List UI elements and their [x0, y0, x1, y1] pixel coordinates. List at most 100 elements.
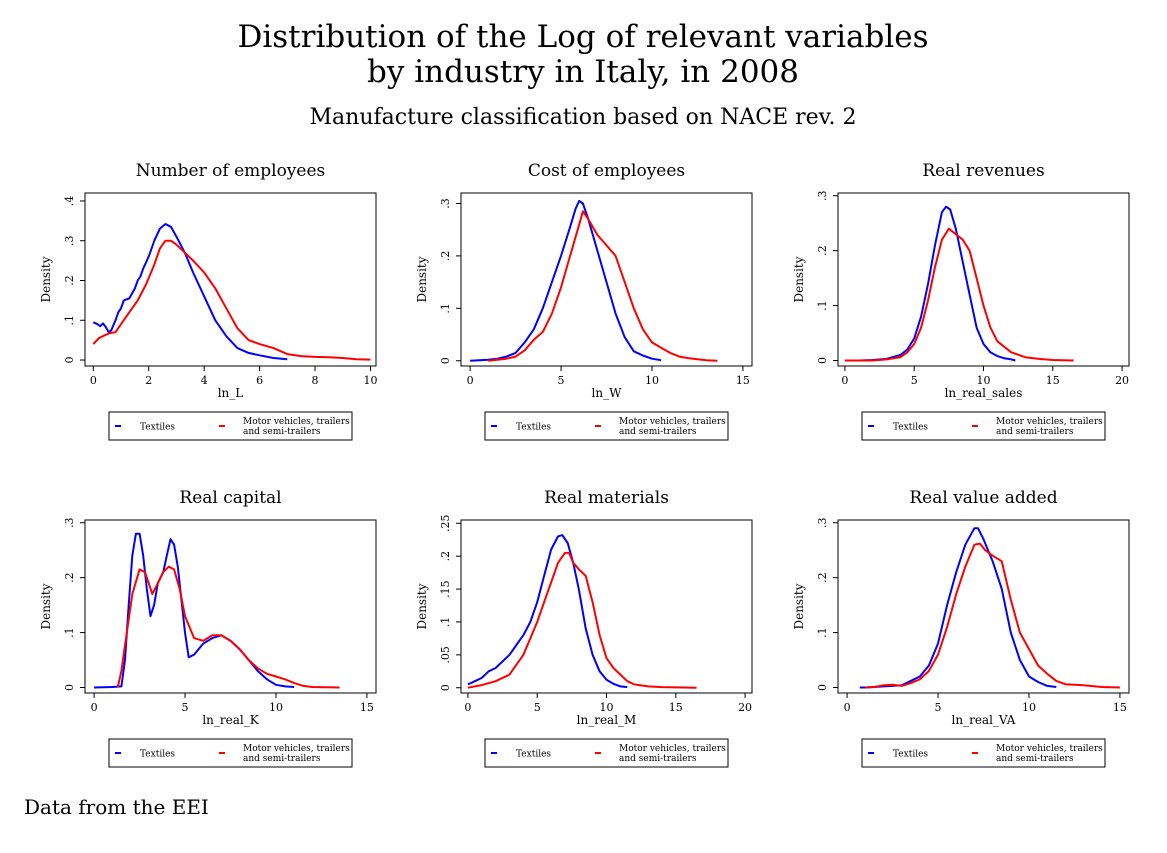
plot-frame	[837, 519, 1130, 694]
y-axis-label: Density	[39, 256, 53, 302]
legend-label-textiles: Textiles	[516, 750, 551, 760]
y-tick-label: .15	[439, 580, 452, 598]
y-tick-label: .1	[816, 300, 829, 311]
x-tick-label: 5	[534, 701, 541, 714]
x-axis-label: ln_real_sales	[945, 386, 1023, 400]
x-axis-label: ln_real_VA	[952, 713, 1016, 727]
series-line-motor-vehicles	[865, 542, 1120, 689]
legend-label-motor-line2: and semi-trailers	[243, 427, 321, 437]
y-tick-label: .25	[439, 515, 452, 533]
legend-label-motor-line1: Motor vehicles, trailers	[619, 417, 726, 427]
y-tick-label: .1	[439, 303, 452, 314]
x-tick-label: 0	[841, 374, 848, 387]
y-tick-label: .05	[439, 646, 452, 664]
x-tick-label: 15	[736, 374, 750, 387]
figure-title-line2: by industry in Italy, in 2008	[367, 54, 799, 90]
x-tick-label: 5	[911, 374, 918, 387]
series-line-motor-vehicles	[844, 227, 1074, 362]
series-line-textiles	[94, 532, 295, 689]
x-tick-label: 10	[977, 374, 991, 387]
x-tick-label: 15	[1046, 374, 1060, 387]
y-tick-label: .2	[63, 572, 76, 583]
x-tick-label: 15	[1113, 701, 1127, 714]
x-tick-label: 0	[467, 374, 474, 387]
chart-panel-4: Real capital 0 5 10 15 ln_real_K 0 .1 .2 .3 Densit…	[39, 488, 377, 768]
chart-title: Real value added	[909, 488, 1057, 508]
chart-panel-2: Cost of employees 0 5 10 15 ln_W 0 .1 .2 .3 Densit…	[415, 161, 753, 441]
y-tick-label: .3	[439, 198, 452, 209]
chart-panel-1: Number of employees 0 2 4 6 8 10 ln_L 0 .1 .2 .3 .4 D…	[39, 161, 377, 441]
x-tick-label: 6	[256, 374, 263, 387]
y-tick-label: .2	[816, 245, 829, 256]
series-line-motor-vehicles	[116, 565, 340, 689]
y-axis-label: Density	[39, 583, 53, 629]
chart-title: Cost of employees	[528, 161, 685, 181]
y-tick-label: 0	[439, 357, 452, 364]
y-tick-label: 0	[63, 684, 76, 691]
chart-title: Number of employees	[136, 161, 326, 181]
series-line-motor-vehicles	[467, 551, 697, 689]
series-line-textiles	[92, 223, 288, 361]
chart-title: Real capital	[179, 488, 281, 508]
x-tick-label: 4	[201, 374, 208, 387]
x-tick-label: 10	[1022, 701, 1036, 714]
y-tick-label: .1	[816, 627, 829, 638]
legend-label-textiles: Textiles	[893, 750, 928, 760]
series-line-textiles	[859, 527, 1057, 689]
x-tick-label: 10	[600, 701, 614, 714]
legend-label-textiles: Textiles	[140, 750, 175, 760]
plot-frame	[460, 519, 753, 694]
y-tick-label: .3	[63, 517, 76, 528]
plot-frame	[84, 192, 377, 367]
y-tick-label: 0	[816, 684, 829, 691]
legend-label-motor-line1: Motor vehicles, trailers	[996, 744, 1103, 754]
y-tick-label: .4	[63, 196, 76, 207]
x-tick-label: 2	[145, 374, 152, 387]
x-tick-label: 15	[669, 701, 683, 714]
legend-label-textiles: Textiles	[893, 423, 928, 433]
legend-label-motor-line2: and semi-trailers	[619, 427, 697, 437]
x-tick-label: 0	[844, 701, 851, 714]
legend-box	[861, 738, 1106, 768]
y-axis-label: Density	[415, 256, 429, 302]
figure-title-line1: Distribution of the Log of relevant vari…	[237, 19, 928, 55]
plot-frame	[837, 192, 1130, 367]
x-axis-label: ln_L	[218, 386, 244, 400]
x-tick-label: 5	[182, 701, 189, 714]
plot-frame	[84, 519, 377, 694]
y-tick-label: .3	[816, 190, 829, 201]
figure-subtitle: Manufacture classification based on NACE…	[310, 105, 857, 130]
x-axis-label: ln_real_M	[577, 713, 637, 727]
legend-label-motor-line2: and semi-trailers	[996, 754, 1074, 764]
x-tick-label: 0	[90, 374, 97, 387]
legend-box	[108, 411, 353, 441]
x-axis-label: ln_W	[592, 386, 623, 400]
legend-label-motor-line2: and semi-trailers	[243, 754, 321, 764]
x-tick-label: 15	[360, 701, 374, 714]
legend-label-motor-line1: Motor vehicles, trailers	[996, 417, 1103, 427]
x-tick-label: 8	[312, 374, 319, 387]
legend-label-textiles: Textiles	[516, 423, 551, 433]
plot-frame	[460, 192, 753, 367]
series-line-textiles	[467, 534, 628, 689]
y-tick-label: .2	[439, 251, 452, 262]
legend-label-motor-line1: Motor vehicles, trailers	[243, 417, 350, 427]
legend-box	[861, 411, 1106, 441]
legend-label-motor-line1: Motor vehicles, trailers	[619, 744, 726, 754]
series-line-textiles	[470, 199, 662, 362]
y-tick-label: 0	[63, 357, 76, 364]
series-line-motor-vehicles	[92, 239, 371, 361]
y-tick-label: .3	[816, 517, 829, 528]
chart-panel-5: Real materials 0 5 10 15 20 ln_real_M 0 .05 .1 .15…	[415, 488, 753, 768]
y-tick-label: .1	[439, 617, 452, 628]
y-axis-label: Density	[792, 583, 806, 629]
x-axis-label: ln_real_K	[202, 713, 259, 727]
legend-label-motor-line2: and semi-trailers	[619, 754, 697, 764]
y-axis-label: Density	[415, 583, 429, 629]
